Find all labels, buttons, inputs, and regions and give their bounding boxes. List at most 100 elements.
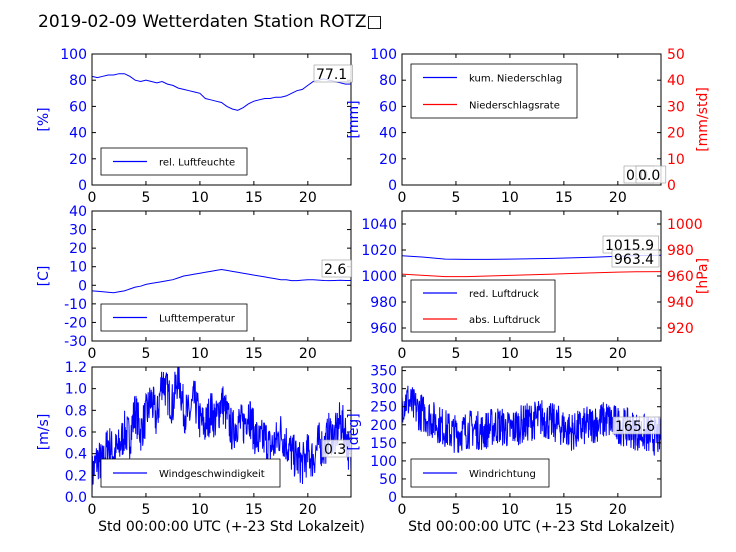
legend-winddir: Windrichtung [410, 458, 550, 488]
x-tick-label: 0 [398, 346, 407, 362]
x-tick-label: 5 [451, 190, 460, 206]
last-value-annotation: 77.1 [316, 67, 347, 83]
last-value-annotation: 963.4 [614, 252, 654, 268]
last-value-annotation: 2.6 [324, 262, 346, 278]
y-tick-label: 0 [78, 278, 87, 294]
y-tick-label: 0.4 [65, 447, 87, 463]
x-axis-label: Std 00:00:00 UTC (+-23 Std Lokalzeit) [98, 519, 365, 535]
x-tick-label: 5 [451, 346, 460, 362]
y-tick-label: -30 [64, 334, 87, 350]
y-tick-label: 100 [370, 454, 397, 470]
x-tick-label: 15 [245, 190, 263, 206]
x-tick-label: 15 [555, 502, 573, 518]
y-right-axis-label: [hPa] [695, 258, 711, 294]
x-tick-label: 0 [398, 502, 407, 518]
y-tick-label: 0.6 [65, 425, 87, 441]
y-tick-label: -10 [64, 297, 87, 313]
y-tick-label: 20 [379, 152, 397, 168]
x-tick-label: 5 [141, 346, 150, 362]
x-tick-label: 20 [609, 346, 627, 362]
y-tick-label: 0 [78, 178, 87, 194]
y-axis-label: [deg] [346, 413, 362, 450]
x-tick-label: 5 [451, 502, 460, 518]
y-right-tick-label: 50 [667, 47, 685, 63]
y-right-tick-label: 980 [667, 243, 694, 259]
y-tick-label: 100 [370, 47, 397, 63]
y-tick-label: 250 [370, 400, 397, 416]
panel-temperature: 0 5 10 15 20 -30 -20 -10 0 10 20 30 40 [C] Lufttempera… [36, 204, 353, 362]
y-tick-label: 0 [388, 490, 397, 506]
y-right-tick-label: 920 [667, 321, 694, 337]
x-tick-label: 15 [555, 346, 573, 362]
y-tick-label: 50 [379, 472, 397, 488]
x-tick-label: 20 [609, 190, 627, 206]
x-tick-label: 15 [245, 502, 263, 518]
last-value-annotation: 165.6 [615, 419, 655, 435]
last-value-annotation: 0.0 [638, 168, 660, 184]
x-tick-label: 20 [299, 502, 317, 518]
x-axis-label: Std 00:00:00 UTC (+-23 Std Lokalzeit) [408, 519, 675, 535]
y-tick-label: 350 [370, 364, 397, 380]
y-tick-label: 300 [370, 382, 397, 398]
y-tick-label: 60 [379, 99, 397, 115]
x-tick-label: 15 [245, 346, 263, 362]
legend-temperature: Lufttemperatur [100, 303, 248, 332]
y-right-tick-label: 30 [667, 99, 685, 115]
y-tick-label: 0.0 [65, 490, 87, 506]
y-tick-label: 1.2 [65, 360, 87, 376]
legend-precip: kum. Niederschlag Niederschlagsrate [410, 63, 578, 119]
y-tick-label: 980 [370, 295, 397, 311]
series-line-temperature-0 [92, 268, 351, 294]
y-tick-label: 10 [69, 260, 87, 276]
y-tick-label: 960 [370, 321, 397, 337]
series-line-humidity-0 [92, 73, 351, 111]
x-tick-label: 10 [501, 346, 519, 362]
y-tick-label: 0 [388, 178, 397, 194]
y-tick-label: 20 [69, 241, 87, 257]
panel-humidity: 0 5 10 15 20 0 20 40 60 80 100 [%] rel. Luftfeuchte 7… [36, 47, 353, 206]
legend-label: rel. Luftfeuchte [159, 158, 235, 169]
series-line-pressure-1 [402, 271, 661, 278]
y-tick-label: 40 [379, 126, 397, 142]
y-tick-label: 60 [69, 99, 87, 115]
x-tick-label: 10 [191, 346, 209, 362]
x-tick-label: 20 [299, 346, 317, 362]
x-tick-label: 0 [398, 190, 407, 206]
y-tick-label: 1040 [361, 217, 397, 233]
x-tick-label: 5 [141, 190, 150, 206]
y-right-tick-label: 0 [667, 178, 676, 194]
y-axis-label: [%] [36, 107, 52, 131]
y-right-tick-label: 20 [667, 126, 685, 142]
y-axis-label: [m/s] [36, 414, 52, 451]
y-tick-label: 150 [370, 436, 397, 452]
legend-label: abs. Luftdruck [469, 315, 540, 326]
y-tick-label: -20 [64, 315, 87, 331]
x-tick-label: 10 [191, 190, 209, 206]
x-tick-label: 5 [141, 502, 150, 518]
y-tick-label: 1020 [361, 243, 397, 259]
y-tick-label: 100 [60, 47, 87, 63]
legend-label: Niederschlagsrate [469, 101, 560, 112]
series-line-winddir-0 [402, 385, 661, 456]
y-right-tick-label: 1000 [667, 217, 703, 233]
legend-label: red. Luftdruck [469, 289, 539, 300]
legend-label: kum. Niederschlag [469, 74, 562, 85]
y-right-axis-label: [mm/std] [695, 87, 711, 152]
x-tick-label: 10 [191, 502, 209, 518]
y-axis-label: [mm] [346, 100, 362, 138]
x-tick-label: 0 [88, 346, 97, 362]
y-tick-label: 40 [69, 126, 87, 142]
legend-windspeed: Windgeschwindigkeit [100, 458, 281, 488]
y-tick-label: 1000 [361, 269, 397, 285]
y-tick-label: 80 [69, 73, 87, 89]
legend-label: Windgeschwindigkeit [159, 469, 265, 480]
y-tick-label: 200 [370, 418, 397, 434]
y-tick-label: 80 [379, 73, 397, 89]
y-tick-label: 20 [69, 152, 87, 168]
y-tick-label: 30 [69, 223, 87, 239]
x-tick-label: 0 [88, 502, 97, 518]
y-tick-label: 1.0 [65, 382, 87, 398]
axes-frame [401, 366, 662, 498]
panel-windspeed: 0 5 10 15 20 0.0 0.2 0.4 0.6 0.8 1.0 1.2 [m/s] Std 00… [36, 360, 365, 535]
